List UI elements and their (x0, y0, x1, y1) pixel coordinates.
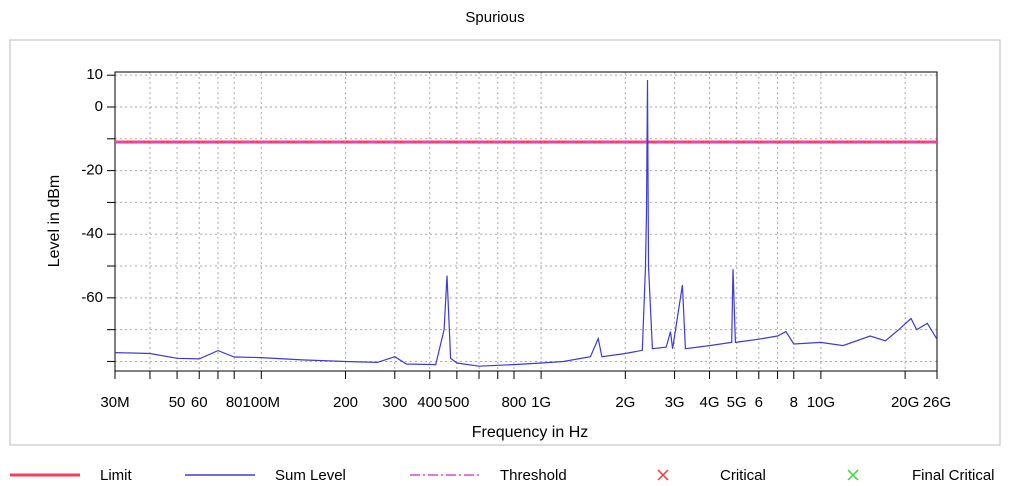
x-tick-label: 300 (382, 394, 407, 411)
x-tick-label: 50 (169, 394, 186, 411)
legend-label: Critical (720, 467, 766, 484)
x-tick-label: 2G (615, 394, 635, 411)
x-tick-label: 100M (243, 394, 281, 411)
chart-title: Spurious (465, 9, 524, 26)
legend-label: Limit (100, 467, 133, 484)
x-tick-label: 5G (727, 394, 747, 411)
x-tick-label: 30M (100, 394, 129, 411)
legend-label: Sum Level (275, 467, 346, 484)
legend-marker (657, 469, 669, 481)
y-tick-label: -20 (81, 162, 103, 179)
x-tick-label: 3G (665, 394, 685, 411)
x-tick-label: 400 (417, 394, 442, 411)
legend-label: Final Critical (912, 467, 995, 484)
x-tick-label: 10G (807, 394, 835, 411)
x-tick-label: 60 (191, 394, 208, 411)
x-tick-label: 4G (700, 394, 720, 411)
y-tick-label: 0 (95, 98, 103, 115)
y-axis-label: Level in dBm (46, 175, 63, 268)
legend-marker (847, 469, 859, 481)
x-tick-label: 20G (891, 394, 919, 411)
chart-frame (9, 39, 1001, 446)
data-line (114, 79, 938, 367)
x-tick-label: 8 (790, 394, 798, 411)
x-tick-label: 1G (531, 394, 551, 411)
x-tick-label: 200 (333, 394, 358, 411)
legend-label: Threshold (500, 467, 567, 484)
y-tick-label: -40 (81, 225, 103, 242)
x-tick-label: 26G (923, 394, 951, 411)
x-tick-label: 6 (755, 394, 763, 411)
x-tick-label: 800 (501, 394, 526, 411)
x-tick-label: 80 (226, 394, 243, 411)
y-tick-label: 10 (86, 66, 103, 83)
x-axis-label: Frequency in Hz (472, 424, 589, 441)
plot-area (114, 71, 938, 372)
y-tick-label: -60 (81, 289, 103, 306)
x-tick-label: 500 (444, 394, 469, 411)
